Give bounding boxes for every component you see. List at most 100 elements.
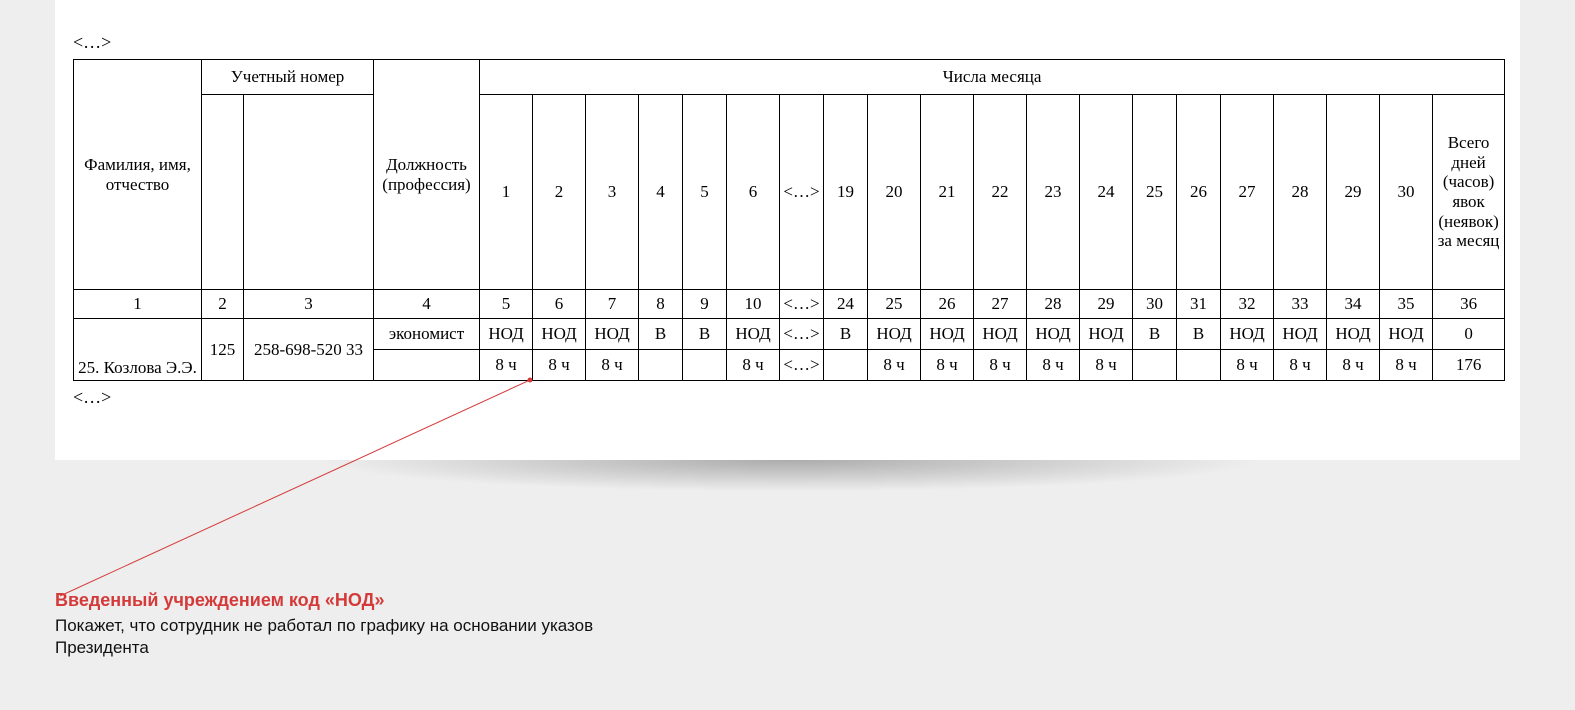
code-cell: <…> [780,319,824,350]
idx-cell: 34 [1327,290,1380,319]
employee-position: экономист [374,319,480,350]
callout: Введенный учреждением код «НОД» Покажет,… [55,590,755,659]
idx-cell: 9 [683,290,727,319]
idx-cell: 32 [1221,290,1274,319]
idx-cell: 4 [374,290,480,319]
hours-cell: 8 ч [1080,350,1133,381]
code-cell: НОД [533,319,586,350]
hdr-day: 20 [868,95,921,290]
hdr-acc-sub1 [202,95,244,290]
hours-cell [824,350,868,381]
idx-cell: 31 [1177,290,1221,319]
idx-cell: 10 [727,290,780,319]
code-cell: В [683,319,727,350]
hours-cell: 8 ч [586,350,639,381]
hours-cell: 8 ч [868,350,921,381]
idx-cell: 29 [1080,290,1133,319]
idx-cell: 8 [639,290,683,319]
hours-cell: 8 ч [974,350,1027,381]
hdr-name: Фамилия, имя, отчество [74,60,202,290]
timesheet-table: Фамилия, имя, отчество Учетный номер Дол… [73,59,1505,381]
hdr-day: 22 [974,95,1027,290]
hdr-day: 27 [1221,95,1274,290]
hours-cell: 8 ч [1274,350,1327,381]
code-cell: НОД [586,319,639,350]
hdr-day: 3 [586,95,639,290]
idx-cell: 3 [244,290,374,319]
hdr-day: 23 [1027,95,1080,290]
code-cell: В [824,319,868,350]
hours-cell: 8 ч [533,350,586,381]
code-cell: НОД [727,319,780,350]
code-cell: НОД [1080,319,1133,350]
hdr-days-of-month: Числа месяца [480,60,1505,95]
hdr-account: Учетный номер [202,60,374,95]
callout-body-line: Президента [55,638,149,657]
ellipsis-top: <…> [73,32,1502,53]
code-cell: НОД [1274,319,1327,350]
hdr-day: 26 [1177,95,1221,290]
hours-cell: 8 ч [921,350,974,381]
employee-code-row: 25. Козлова Э.Э. 125 258-698-520 33 экон… [74,319,1505,350]
idx-cell: 30 [1133,290,1177,319]
idx-cell: 1 [74,290,202,319]
callout-title: Введенный учреждением код «НОД» [55,590,755,611]
idx-cell: 36 [1433,290,1505,319]
hours-cell [683,350,727,381]
code-cell: В [1177,319,1221,350]
hdr-day: 4 [639,95,683,290]
hdr-day: 25 [1133,95,1177,290]
hdr-day: 19 [824,95,868,290]
hours-cell: 8 ч [1327,350,1380,381]
employee-name: 25. Козлова Э.Э. [74,319,202,381]
hours-cell: <…> [780,350,824,381]
hours-cell: 8 ч [1380,350,1433,381]
hours-cell [1177,350,1221,381]
ellipsis-bottom: <…> [73,387,1502,408]
hours-cell: 8 ч [727,350,780,381]
position-empty [374,350,480,381]
idx-cell: <…> [780,290,824,319]
callout-body: Покажет, что сотрудник не работал по гра… [55,615,755,659]
canvas: <…> Фамилия, имя, отчество Учетный номер [0,0,1575,710]
hdr-day: 29 [1327,95,1380,290]
idx-cell: 2 [202,290,244,319]
hours-cell: 8 ч [1027,350,1080,381]
document-sheet: <…> Фамилия, имя, отчество Учетный номер [55,0,1520,460]
hours-cell [1133,350,1177,381]
hdr-acc-sub2 [244,95,374,290]
code-cell: НОД [1327,319,1380,350]
idx-cell: 24 [824,290,868,319]
idx-cell: 6 [533,290,586,319]
idx-cell: 7 [586,290,639,319]
idx-cell: 35 [1380,290,1433,319]
hdr-total: Всего дней (часов) явок (неявок) за меся… [1433,95,1505,290]
idx-cell: 5 [480,290,533,319]
hdr-day: 5 [683,95,727,290]
callout-body-line: Покажет, что сотрудник не работал по гра… [55,616,593,635]
code-cell: НОД [1027,319,1080,350]
table-header-row-2: 1 2 3 4 5 6 <…> 19 20 21 22 23 24 25 26 … [74,95,1505,290]
code-cell: НОД [974,319,1027,350]
table-header-row-1: Фамилия, имя, отчество Учетный номер Дол… [74,60,1505,95]
sheet-shadow [120,460,1460,505]
idx-cell: 27 [974,290,1027,319]
hdr-day: 30 [1380,95,1433,290]
code-cell: НОД [921,319,974,350]
hdr-day: 2 [533,95,586,290]
hdr-day-ellipsis: <…> [780,95,824,290]
hdr-day: 21 [921,95,974,290]
idx-cell: 33 [1274,290,1327,319]
hdr-day: 1 [480,95,533,290]
employee-acc2: 258-698-520 33 [244,319,374,381]
idx-cell: 26 [921,290,974,319]
hours-cell [639,350,683,381]
hdr-position: Должность (профессия) [374,60,480,290]
hours-cell: 8 ч [1221,350,1274,381]
table-index-row: 1 2 3 4 5 6 7 8 9 10 <…> 24 25 26 27 28 [74,290,1505,319]
hdr-day: 24 [1080,95,1133,290]
code-cell: НОД [1221,319,1274,350]
total-hours: 176 [1433,350,1505,381]
code-cell: В [1133,319,1177,350]
code-cell: НОД [868,319,921,350]
